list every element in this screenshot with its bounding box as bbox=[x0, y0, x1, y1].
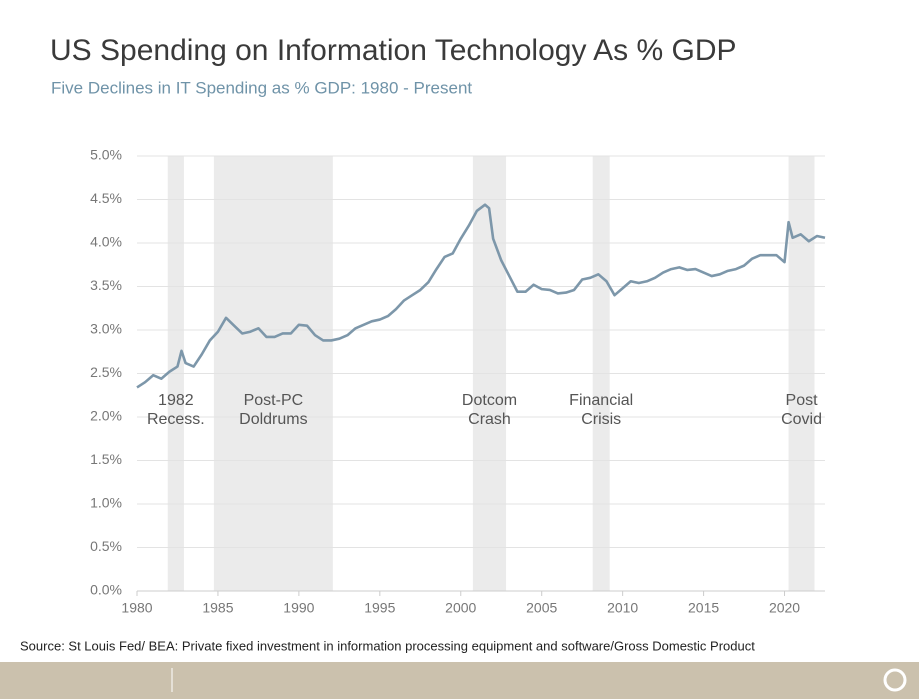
annotation: Covid bbox=[781, 411, 822, 428]
y-tick-label: 2.0% bbox=[90, 408, 122, 424]
annotation: 1982 bbox=[158, 392, 194, 409]
y-tick-label: 3.5% bbox=[90, 277, 122, 293]
y-tick-label: 1.5% bbox=[90, 451, 122, 467]
x-tick-label: 1995 bbox=[364, 600, 395, 616]
source-note: Source: St Louis Fed/ BEA: Private fixed… bbox=[20, 638, 755, 653]
footer-bar bbox=[0, 662, 919, 699]
plot-area: 0.0% 0.5% 1.0% 1.5% 2.0% 2.5% 3.0% 3.5% 4.0% 4.5%… bbox=[90, 147, 826, 616]
x-tick-label: 2015 bbox=[688, 600, 719, 616]
y-tick-label: 4.5% bbox=[90, 190, 122, 206]
annotation: Doldrums bbox=[239, 411, 307, 428]
logo bbox=[883, 668, 907, 692]
x-tick-label: 2020 bbox=[769, 600, 800, 616]
y-tick-label: 3.0% bbox=[90, 321, 122, 337]
x-tick-label: 1990 bbox=[283, 600, 314, 616]
annotation: Crash bbox=[468, 411, 511, 428]
y-tick-label: 0.5% bbox=[90, 538, 122, 554]
annotation: Post bbox=[786, 392, 819, 409]
x-tick-label: 2005 bbox=[526, 600, 557, 616]
y-tick-label: 2.5% bbox=[90, 364, 122, 380]
annotation: Recess. bbox=[147, 411, 205, 428]
x-tick-label: 1985 bbox=[202, 600, 233, 616]
chart-subtitle: Five Declines in IT Spending as % GDP: 1… bbox=[51, 78, 472, 97]
annotation: Financial bbox=[569, 392, 633, 409]
data-line bbox=[136, 203, 826, 389]
annotation: Post-PC bbox=[244, 392, 304, 409]
x-tick-label: 2000 bbox=[445, 600, 476, 616]
y-tick-label: 5.0% bbox=[90, 147, 122, 163]
y-tick-label: 4.0% bbox=[90, 234, 122, 250]
y-tick-label: 0.0% bbox=[90, 582, 122, 598]
chart-title: US Spending on Information Technology As… bbox=[50, 34, 737, 67]
annotation: Dotcom bbox=[462, 392, 517, 409]
y-tick-label: 1.0% bbox=[90, 495, 122, 511]
annotation: Crisis bbox=[581, 411, 621, 428]
x-tick-label: 2010 bbox=[607, 600, 638, 616]
x-tick-label: 1980 bbox=[121, 600, 152, 616]
